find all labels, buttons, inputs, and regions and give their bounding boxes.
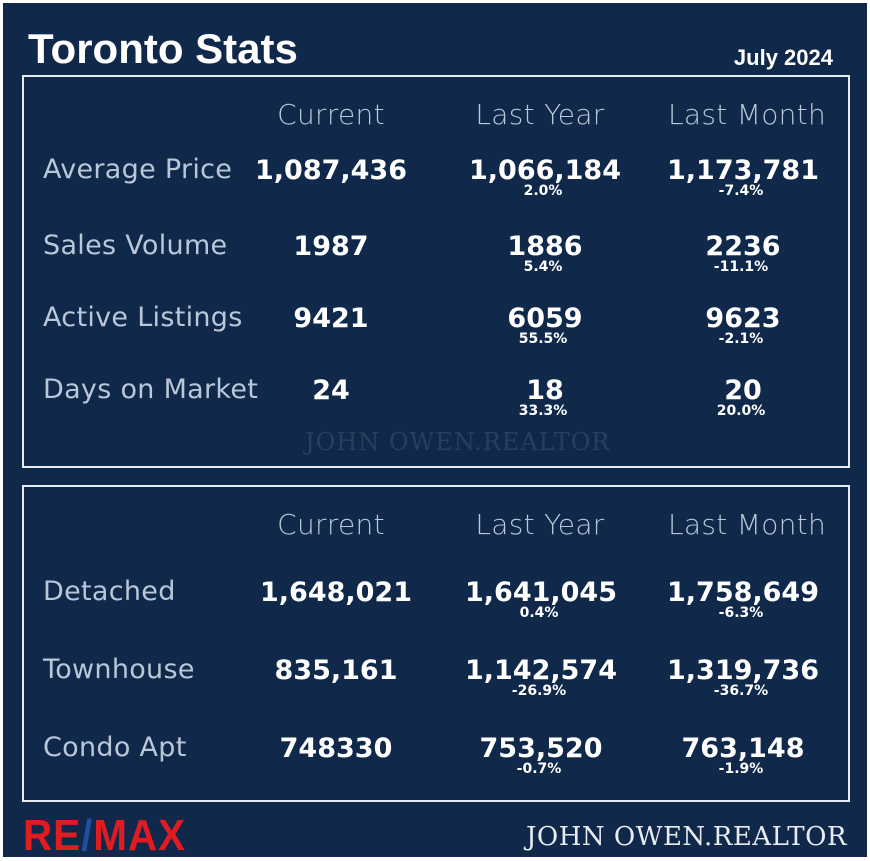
- last-month-change: -2.1%: [718, 331, 764, 347]
- last-month-change: -36.7%: [713, 683, 769, 699]
- current-value: 1987: [293, 231, 369, 262]
- last-month-change: -6.3%: [718, 605, 764, 621]
- last-year-change: 33.3%: [518, 403, 568, 419]
- market-stats-panel: [22, 75, 850, 468]
- last-month-change: 20.0%: [716, 403, 766, 419]
- last-month-value: 763,148: [681, 733, 805, 764]
- column-header-last-year: Last Year: [475, 98, 605, 131]
- current-value: 1,087,436: [254, 155, 408, 186]
- stats-card: Toronto Stats July 2024 Current Last Year…: [3, 3, 867, 860]
- page-title: Toronto Stats: [28, 25, 298, 72]
- last-year-change: -0.7%: [516, 761, 562, 777]
- last-month-value: 9623: [705, 303, 781, 334]
- realtor-signature: JOHN OWEN.REALTOR: [525, 822, 847, 852]
- row-label: Days on Market: [43, 374, 259, 405]
- last-year-value: 6059: [507, 303, 583, 334]
- last-month-change: -7.4%: [718, 183, 764, 199]
- property-type-panel: [22, 485, 850, 802]
- last-month-change: -11.1%: [713, 259, 769, 275]
- last-year-value: 1,142,574: [464, 655, 618, 686]
- row-label: Townhouse: [43, 654, 195, 685]
- last-month-value: 2236: [705, 231, 781, 262]
- row-label: Detached: [43, 576, 176, 607]
- current-value: 748330: [279, 733, 393, 764]
- last-year-change: 5.4%: [523, 259, 563, 275]
- column-header-current: Current: [277, 508, 385, 541]
- current-value: 835,161: [274, 655, 398, 686]
- row-label: Average Price: [43, 154, 233, 185]
- last-year-change: 0.4%: [519, 605, 559, 621]
- last-year-value: 1886: [507, 231, 583, 262]
- column-header-last-month: Last Month: [668, 508, 826, 541]
- last-month-value: 20: [724, 375, 762, 406]
- current-value: 24: [312, 375, 350, 406]
- last-month-value: 1,758,649: [666, 577, 820, 608]
- last-year-change: 2.0%: [523, 183, 563, 199]
- last-year-value: 1,641,045: [464, 577, 618, 608]
- last-month-value: 1,173,781: [666, 155, 820, 186]
- remax-logo: RE/MAX: [23, 811, 186, 860]
- row-label: Sales Volume: [43, 230, 228, 261]
- last-year-value: 1,066,184: [468, 155, 622, 186]
- column-header-last-month: Last Month: [668, 98, 826, 131]
- current-value: 9421: [293, 303, 369, 334]
- last-year-value: 18: [526, 375, 564, 406]
- watermark: JOHN OWEN.REALTOR: [305, 428, 611, 456]
- report-date: July 2024: [733, 45, 833, 70]
- row-label: Condo Apt: [43, 732, 187, 763]
- last-year-change: -26.9%: [511, 683, 567, 699]
- row-label: Active Listings: [43, 302, 243, 333]
- last-year-change: 55.5%: [518, 331, 568, 347]
- column-header-current: Current: [277, 98, 385, 131]
- last-year-value: 753,520: [479, 733, 603, 764]
- column-header-last-year: Last Year: [475, 508, 605, 541]
- current-value: 1,648,021: [259, 577, 413, 608]
- last-month-value: 1,319,736: [666, 655, 820, 686]
- last-month-change: -1.9%: [718, 761, 764, 777]
